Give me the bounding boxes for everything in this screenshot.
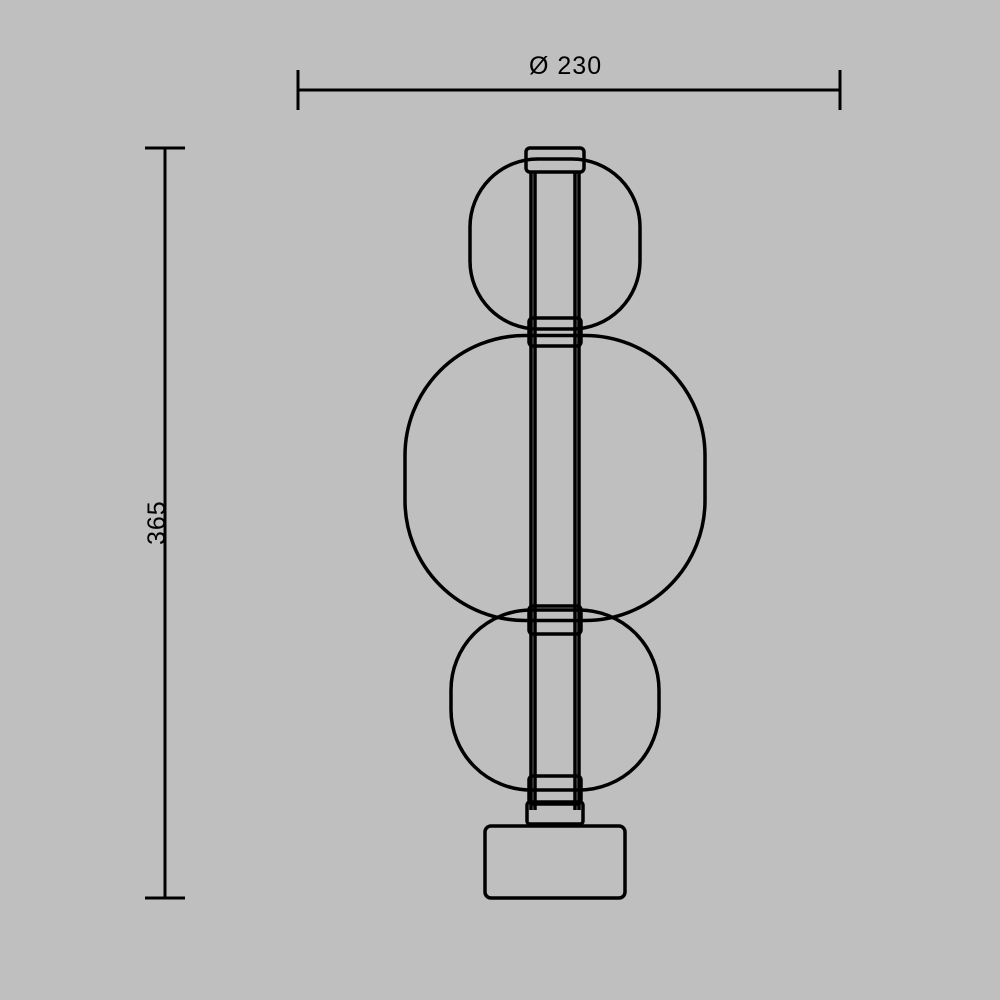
height-label: 365 (143, 500, 172, 545)
technical-drawing-canvas: Ø 230 365 (0, 0, 1000, 1000)
diameter-label: Ø 230 (529, 52, 602, 81)
